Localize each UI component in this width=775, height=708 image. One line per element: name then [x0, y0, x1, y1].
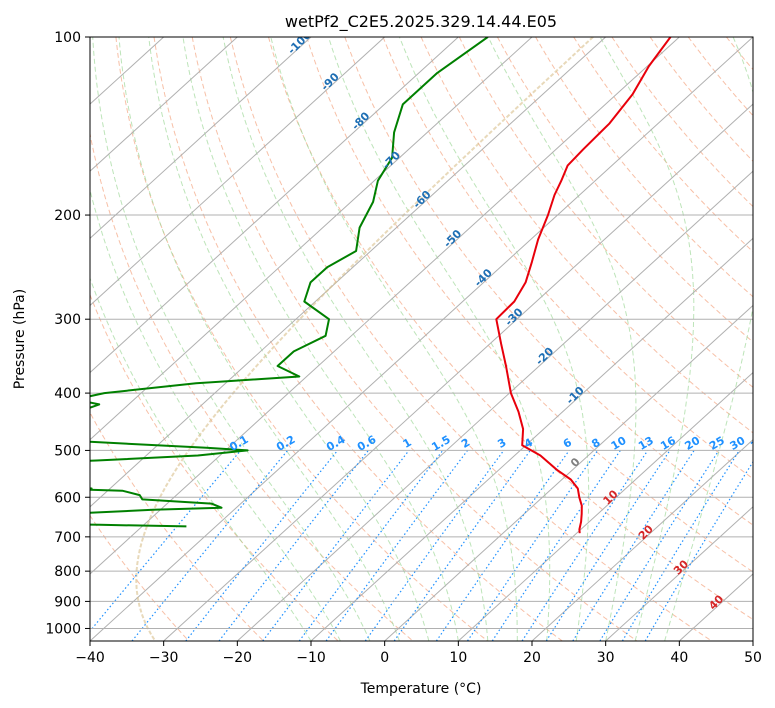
mixing-ratio-line: [185, 450, 339, 641]
dry-adiabat: [382, 37, 753, 480]
isotherm: [457, 371, 753, 641]
mixing-ratio-line: [90, 450, 242, 632]
moist-adiabat: [182, 37, 459, 641]
isotherm: [605, 506, 753, 641]
isotherm: [90, 37, 459, 374]
y-tick-label: 600: [54, 490, 81, 506]
dry-adiabat: [90, 514, 190, 641]
x-tick-label: 10: [449, 650, 467, 666]
mixing-ratio-line: [545, 450, 671, 641]
dry-adiabat: [268, 37, 753, 621]
mixing-ratio-line: [393, 450, 531, 641]
mixing-ratio-line: [325, 450, 468, 641]
mixing-ratio-line: [262, 450, 410, 641]
mixing-ratio-line: [131, 450, 289, 641]
moist-adiabat: [118, 37, 400, 641]
isotherm: [163, 103, 753, 641]
isotherm: [90, 37, 238, 172]
y-axis-label: Pressure (hPa): [12, 289, 28, 389]
temperature-profile: [495, 37, 672, 534]
chart-title: wetPf2_C2E5.2025.329.14.44.E05: [285, 12, 557, 32]
moist-adiabat: [664, 37, 753, 641]
x-tick-label: −10: [296, 650, 326, 666]
isotherm: [90, 37, 386, 307]
isotherm: [90, 37, 312, 240]
mixing-ratio-line: [572, 450, 695, 641]
mixing-ratio-line: [521, 450, 649, 641]
x-tick-label: −30: [149, 650, 179, 666]
y-axis: 100 200 300 400 500 600 700 800 900 1000: [45, 30, 90, 637]
plot-frame: [89, 36, 754, 642]
moist-adiabat: [599, 37, 695, 641]
dry-adiabat: [153, 37, 563, 641]
dry-adiabat: [306, 37, 753, 573]
moist-adiabat: [222, 37, 489, 641]
y-tick-label: 900: [54, 594, 81, 610]
x-tick-label: 50: [744, 650, 762, 666]
moist-adiabat: [487, 37, 637, 641]
profile-curves: [90, 37, 672, 534]
y-tick-label: 500: [54, 443, 81, 459]
mixing-ratio-line: [491, 450, 621, 641]
isotherm: [90, 37, 680, 575]
dry-adiabat: [535, 37, 753, 298]
moist-adiabat: [270, 37, 518, 641]
x-tick-label: −20: [223, 650, 253, 666]
y-tick-label: 800: [54, 564, 81, 580]
reference-curve: [135, 37, 594, 641]
dry-adiabat: [229, 37, 712, 641]
moist-adiabat: [398, 37, 590, 641]
y-tick-label: 200: [54, 208, 81, 224]
y-tick-label: 700: [54, 530, 81, 546]
x-tick-label: −40: [75, 650, 105, 666]
mixing-ratio-line: [621, 450, 740, 641]
y-tick-label: 300: [54, 312, 81, 328]
moist-adiabat: [148, 37, 430, 641]
moist-adiabat: [90, 187, 341, 641]
isotherm: [90, 37, 607, 508]
y-tick-label: 1000: [45, 621, 81, 637]
x-tick-label: 20: [523, 650, 541, 666]
mixing-ratio-line: [298, 450, 444, 641]
x-tick-label: 0: [380, 650, 389, 666]
x-axis: −40 −30 −20 −10 0 10 20 30 40 50: [75, 641, 762, 666]
dry-adiabat: [90, 131, 414, 641]
mixing-ratio-line: [599, 450, 720, 641]
mixing-ratio-line: [364, 450, 505, 641]
isotherm: [310, 237, 753, 641]
x-tick-label: 30: [597, 650, 615, 666]
dry-adiabat: [191, 37, 638, 641]
isotherm: [236, 170, 753, 641]
isotherm: [90, 37, 533, 441]
background-lines: [90, 37, 753, 641]
pressure-gridlines: [90, 37, 753, 629]
dry-adiabat: [90, 411, 264, 641]
x-axis-label: Temperature (°C): [360, 681, 482, 697]
isotherm: [384, 304, 753, 641]
x-tick-label: 40: [670, 650, 688, 666]
mixing-ratio-label: 36: [748, 434, 768, 453]
isotherm: [90, 37, 753, 641]
mixing-ratio-line: [466, 450, 599, 641]
dewpoint-profile: [90, 37, 489, 528]
y-tick-label: 100: [54, 30, 81, 46]
isotherm: [531, 438, 753, 641]
mixing-ratio-line: [435, 450, 570, 641]
y-tick-label: 400: [54, 386, 81, 402]
